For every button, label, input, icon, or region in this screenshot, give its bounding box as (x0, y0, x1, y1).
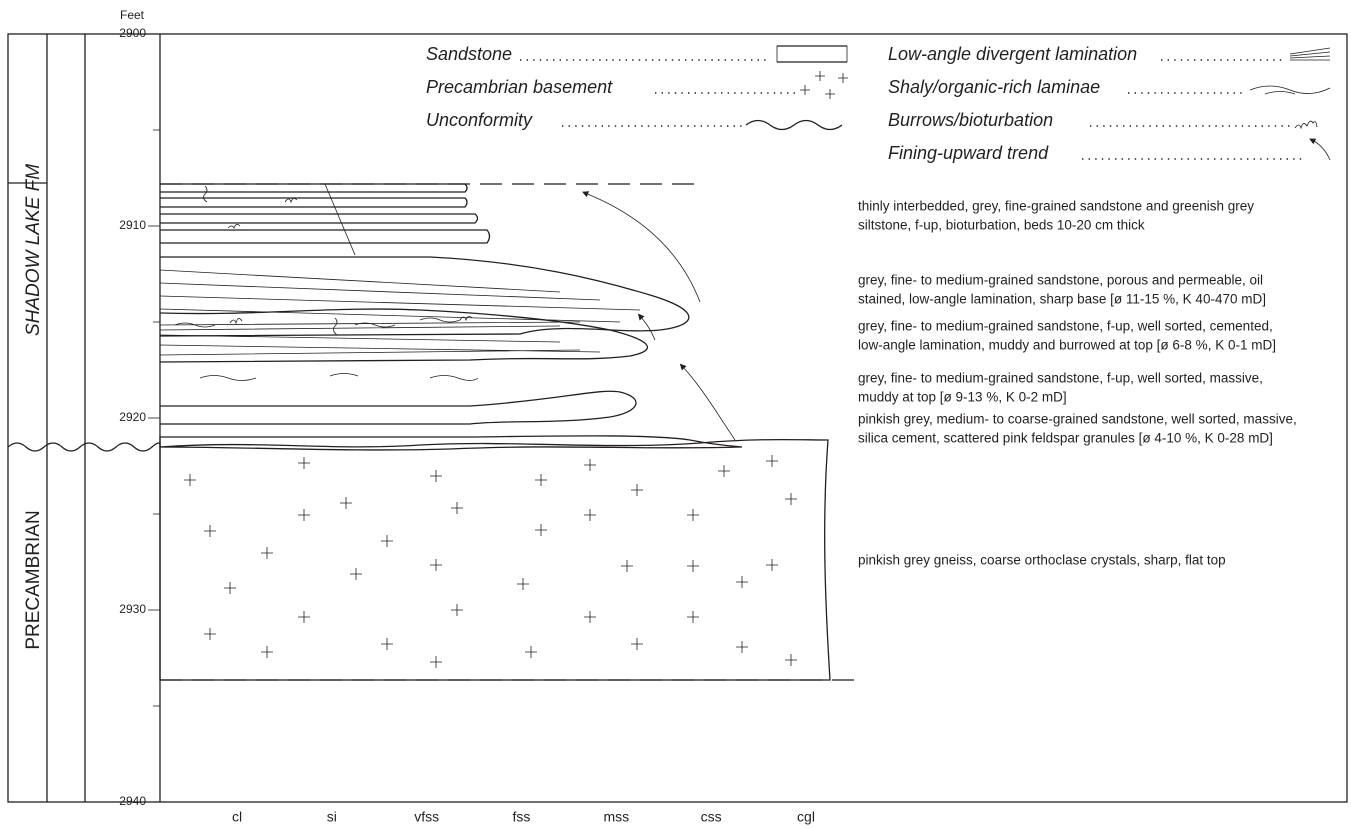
description: grey, fine- to medium-grained sandstone,… (858, 273, 1263, 288)
cross (687, 560, 699, 572)
cross (204, 525, 216, 537)
core-log: Feet SHADOW LAKE FM PRECAMBRIAN Sandston… (0, 0, 1351, 830)
tick-label: 2940 (119, 794, 146, 808)
description: siltstone, f-up, bioturbation, beds 10-2… (858, 218, 1145, 233)
cross (687, 509, 699, 521)
cross (785, 493, 797, 505)
cross (517, 578, 529, 590)
cross (381, 535, 393, 547)
cross (525, 646, 537, 658)
cross (451, 502, 463, 514)
description: grey, fine- to medium-grained sandstone,… (858, 371, 1263, 386)
description: silica cement, scattered pink feldspar g… (858, 431, 1273, 446)
laminae-symbol (1250, 86, 1330, 94)
lamination-symbol (1290, 48, 1330, 60)
basement-symbol (800, 71, 848, 99)
lamination (160, 335, 600, 355)
fining-arrow (585, 193, 700, 302)
sandstone-bed (160, 391, 636, 424)
cross (584, 459, 596, 471)
cross (535, 524, 547, 536)
cross (298, 611, 310, 623)
description: grey, fine- to medium-grained sandstone,… (858, 319, 1273, 334)
grain-size-label: cl (232, 809, 242, 825)
grain-size-label: cgl (797, 809, 815, 825)
unconformity-symbol (746, 121, 842, 130)
tick-label: 2920 (119, 410, 146, 424)
fracture (325, 184, 355, 255)
cross (621, 560, 633, 572)
legend-label: Burrows/bioturbation (888, 110, 1053, 130)
description: pinkish grey gneiss, coarse orthoclase c… (858, 553, 1226, 568)
depth-axis: 2900 2910 2920 2930 2940 (119, 26, 160, 808)
legend-label: Precambrian basement (426, 77, 613, 97)
tick-label: 2910 (119, 218, 146, 232)
cross (687, 611, 699, 623)
cross (261, 547, 273, 559)
cross (766, 559, 778, 571)
unconformity (8, 443, 160, 451)
legend-label: Unconformity (426, 110, 533, 130)
basement (160, 440, 830, 680)
cross (430, 559, 442, 571)
description: low-angle lamination, muddy and burrowed… (858, 338, 1276, 353)
cross (736, 641, 748, 653)
cross (224, 582, 236, 594)
cross (631, 638, 643, 650)
grain-size-label: si (327, 809, 337, 825)
burrows (175, 316, 472, 335)
fining-symbol (1312, 140, 1330, 160)
laminae (200, 374, 478, 381)
sandstone-symbol (777, 46, 847, 62)
cross (736, 576, 748, 588)
cross (184, 474, 196, 486)
cross (718, 465, 730, 477)
cross (584, 509, 596, 521)
grain-size-label: mss (603, 809, 629, 825)
cross (631, 484, 643, 496)
legend-label: Sandstone (426, 44, 512, 64)
tick-label: 2900 (119, 26, 146, 40)
cross (785, 654, 797, 666)
cross (430, 656, 442, 668)
description: pinkish grey, medium- to coarse-grained … (858, 412, 1297, 427)
thin-beds (160, 184, 490, 243)
cross (298, 509, 310, 521)
cross (766, 455, 778, 467)
sandstone-bed (160, 436, 742, 450)
tick-label: 2930 (119, 602, 146, 616)
description: stained, low-angle lamination, sharp bas… (858, 292, 1266, 307)
basement-crosses (184, 455, 797, 668)
cross (430, 470, 442, 482)
legend-label: Fining-upward trend (888, 143, 1049, 163)
fining-arrow (682, 366, 735, 440)
legend-label: Low-angle divergent lamination (888, 44, 1137, 64)
cross (350, 568, 362, 580)
cross (381, 638, 393, 650)
grain-size-label: css (701, 809, 722, 825)
formation-label: PRECAMBRIAN (23, 510, 44, 649)
depth-unit: Feet (120, 8, 145, 22)
cross (298, 457, 310, 469)
cross (535, 474, 547, 486)
cross (584, 611, 596, 623)
cross (340, 497, 352, 509)
burrow-symbol (1295, 121, 1317, 128)
cross (451, 604, 463, 616)
fining-arrow (640, 316, 655, 340)
description: muddy at top [ø 9-13 %, K 0-2 mD] (858, 390, 1067, 405)
cross (204, 628, 216, 640)
grain-size-label: vfss (414, 809, 439, 825)
legend-label: Shaly/organic-rich laminae (888, 77, 1100, 97)
formation-label: SHADOW LAKE FM (23, 164, 44, 336)
description: thinly interbedded, grey, fine-grained s… (858, 199, 1254, 214)
cross (261, 646, 273, 658)
grain-size-label: fss (513, 809, 531, 825)
